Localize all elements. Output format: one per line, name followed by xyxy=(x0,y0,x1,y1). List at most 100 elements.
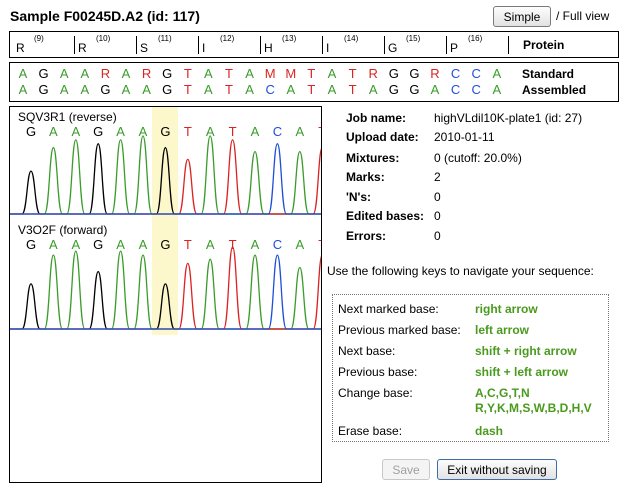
trace-base-call[interactable]: A xyxy=(295,124,305,139)
assembled-base[interactable]: G xyxy=(100,82,111,97)
assembled-base[interactable]: T xyxy=(348,82,357,97)
standard-base[interactable]: G xyxy=(162,66,173,81)
assembled-base[interactable]: A xyxy=(245,82,254,97)
assembled-base[interactable]: C xyxy=(471,82,481,97)
trace-base-call[interactable]: A xyxy=(295,237,305,252)
standard-base[interactable]: A xyxy=(59,66,69,81)
trace-base-call[interactable]: A xyxy=(71,237,81,252)
assembled-base[interactable]: A xyxy=(204,82,213,97)
codon-number: (11) xyxy=(158,34,172,43)
amino-acid: I xyxy=(202,41,206,55)
standard-base[interactable]: T xyxy=(183,66,192,81)
trace-base-call[interactable]: C xyxy=(272,237,283,252)
standard-base[interactable]: C xyxy=(471,66,481,81)
standard-base[interactable]: G xyxy=(388,66,399,81)
trace-base-call[interactable]: A xyxy=(250,237,260,252)
trace-base-call[interactable]: A xyxy=(71,124,81,139)
simple-view-button[interactable]: Simple xyxy=(493,6,551,27)
standard-base[interactable]: R xyxy=(368,66,378,81)
trace-base-call[interactable]: A xyxy=(116,237,125,252)
assembled-base[interactable]: A xyxy=(142,82,151,97)
assembled-base[interactable]: G xyxy=(38,82,49,97)
assembled-base[interactable]: G xyxy=(162,82,173,97)
assembled-base[interactable]: A xyxy=(121,82,131,97)
key-erase-base-label: Erase base: xyxy=(338,424,403,438)
standard-base[interactable]: A xyxy=(121,66,131,81)
errors-label: Errors: xyxy=(346,229,387,243)
standard-base[interactable]: G xyxy=(409,66,420,81)
trace-base-call[interactable]: A xyxy=(250,124,260,139)
amino-acid: R xyxy=(78,41,87,55)
job-name-label: Job name: xyxy=(346,111,407,125)
standard-base[interactable]: R xyxy=(100,66,111,81)
standard-base[interactable]: A xyxy=(18,66,28,81)
assembled-base[interactable]: A xyxy=(59,82,69,97)
trace-base-call[interactable]: T xyxy=(183,124,192,139)
errors-value: 0 xyxy=(434,229,441,243)
assembled-base[interactable]: G xyxy=(388,82,399,97)
trace-base-call[interactable]: T xyxy=(228,237,237,252)
standard-base[interactable]: G xyxy=(38,66,49,81)
assembled-base[interactable]: A xyxy=(327,82,337,97)
trace-base-call[interactable]: T xyxy=(228,124,237,139)
key-change-base-value-2: R,Y,K,M,S,W,B,D,H,V xyxy=(475,401,592,415)
codon-number: (14) xyxy=(344,34,359,43)
trace-base-call[interactable]: G xyxy=(25,237,37,252)
assembled-base[interactable]: A xyxy=(18,82,28,97)
trace-base-call[interactable]: A xyxy=(49,124,58,139)
trace-base-call[interactable]: G xyxy=(160,237,171,252)
standard-base[interactable]: A xyxy=(327,66,337,81)
assembled-base[interactable]: A xyxy=(430,82,440,97)
trace-base-call[interactable]: T xyxy=(313,237,321,252)
standard-base[interactable]: R xyxy=(141,66,152,81)
trace-base-call[interactable]: A xyxy=(205,124,215,139)
assembled-label: Assembled xyxy=(522,83,587,97)
trace-base-call[interactable]: A xyxy=(116,124,125,139)
upload-date-value: 2010-01-11 xyxy=(434,130,495,144)
trace-base-call[interactable]: T xyxy=(183,237,192,252)
codon-separator xyxy=(384,36,385,54)
standard-base[interactable]: C xyxy=(450,66,461,81)
assembled-base[interactable]: A xyxy=(80,82,90,97)
assembled-base[interactable]: A xyxy=(368,82,378,97)
assembled-base[interactable]: C xyxy=(450,82,461,97)
exit-without-saving-button[interactable]: Exit without saving xyxy=(437,459,557,480)
trace-base-call[interactable]: A xyxy=(138,237,148,252)
trace-base-call[interactable]: G xyxy=(160,124,171,139)
standard-base[interactable]: A xyxy=(204,66,213,81)
trace-base-call[interactable]: G xyxy=(25,124,37,139)
standard-base[interactable]: R xyxy=(430,66,440,81)
assembled-base[interactable]: T xyxy=(225,82,233,97)
codon-separator xyxy=(322,36,323,54)
standard-base[interactable]: A xyxy=(245,66,254,81)
standard-base[interactable]: M xyxy=(285,66,297,81)
trace-base-call[interactable]: A xyxy=(49,237,58,252)
trace-base-call[interactable]: G xyxy=(93,124,104,139)
mixtures-label: Mixtures: xyxy=(346,151,400,165)
trace-base-call[interactable]: T xyxy=(313,124,321,139)
amino-acid: H xyxy=(264,41,273,55)
trace-base-call[interactable]: A xyxy=(205,237,215,252)
assembled-base[interactable]: A xyxy=(492,82,502,97)
standard-base[interactable]: T xyxy=(348,66,357,81)
codon-number: (10) xyxy=(96,34,111,43)
assembled-base[interactable]: C xyxy=(265,82,275,97)
save-button[interactable]: Save xyxy=(382,459,430,480)
standard-base[interactable]: A xyxy=(492,66,502,81)
standard-base[interactable]: T xyxy=(225,66,233,81)
trace-base-call[interactable]: A xyxy=(138,124,148,139)
standard-base[interactable]: M xyxy=(264,66,276,81)
assembled-base[interactable]: A xyxy=(286,82,296,97)
standard-base[interactable]: T xyxy=(307,66,316,81)
codon-separator xyxy=(74,36,75,54)
trace-base-call[interactable]: C xyxy=(272,124,283,139)
assembled-base[interactable]: T xyxy=(183,82,192,97)
current-base-highlight xyxy=(152,107,178,335)
trace-name-reverse: SQV3R1 (reverse) xyxy=(18,110,117,124)
trace-base-call[interactable]: G xyxy=(93,237,104,252)
assembled-base[interactable]: T xyxy=(307,82,316,97)
assembled-base[interactable]: G xyxy=(409,82,420,97)
trace-signal-reverse xyxy=(10,143,321,215)
standard-base[interactable]: A xyxy=(80,66,90,81)
